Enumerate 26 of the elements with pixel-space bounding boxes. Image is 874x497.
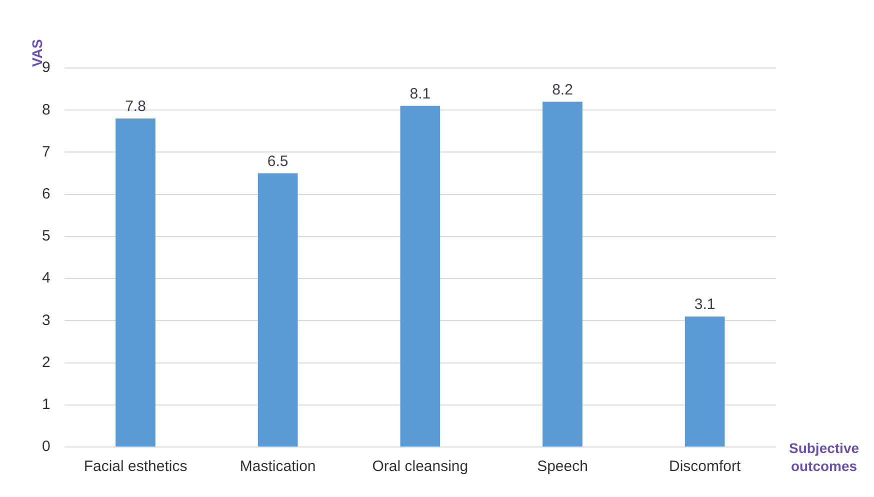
- bar: [684, 316, 725, 446]
- data-label: 8.1: [410, 86, 431, 103]
- data-label: 3.1: [694, 296, 716, 314]
- y-tick-label: 7: [42, 143, 50, 160]
- data-label: 7.8: [125, 98, 146, 116]
- data-label: 6.5: [267, 152, 288, 170]
- y-tick-label: 2: [42, 354, 50, 371]
- y-tick-label: 1: [42, 396, 50, 414]
- x-tick-label: Oral cleansing: [372, 458, 468, 476]
- y-tick-label: 8: [42, 101, 50, 118]
- y-tick-label: 5: [42, 228, 50, 245]
- x-tick-label: Mastication: [240, 458, 316, 476]
- x-tick-label: Facial esthetics: [84, 458, 188, 476]
- x-tick-label: Speech: [537, 458, 588, 476]
- bar: [542, 102, 582, 446]
- y-tick-label: 4: [42, 270, 50, 287]
- x-axis-title: Subjective outcomes: [788, 440, 860, 474]
- bar: [258, 173, 298, 446]
- y-tick-label: 3: [42, 312, 50, 329]
- x-tick-label: Discomfort: [668, 458, 742, 476]
- data-label: 8.2: [552, 81, 573, 98]
- bar: [116, 118, 156, 446]
- y-tick-label: 6: [42, 185, 50, 202]
- bar: [400, 106, 440, 446]
- y-tick-label: 9: [42, 59, 50, 76]
- y-tick-label: 0: [42, 438, 50, 456]
